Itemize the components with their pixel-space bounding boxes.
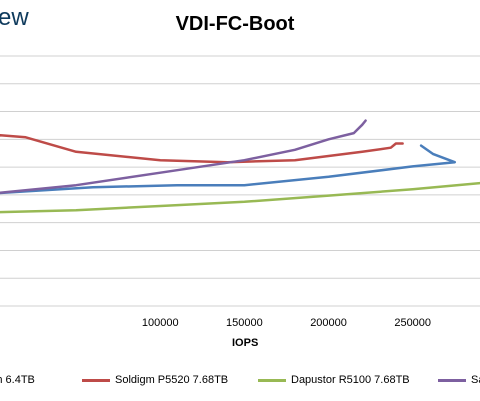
legend-swatch (438, 378, 466, 382)
chart-title: VDI-FC-Boot (175, 13, 295, 35)
series-lines (0, 119, 480, 214)
legend-label: Soldigm P5520 7.68TB (115, 374, 229, 386)
series-line-2 (0, 181, 480, 214)
brand-logo-text: ew (0, 4, 29, 31)
legend-item: Soldigm P5520 7.68TB (82, 373, 228, 387)
legend-swatch (258, 378, 286, 382)
legend-item: Dapustor R5100 7.68TB (258, 373, 410, 387)
gridlines (0, 55, 480, 307)
legend-label: Sa (471, 374, 480, 386)
legend-item: Sa (438, 373, 480, 387)
series-line-0 (0, 144, 457, 195)
series-line-3 (0, 119, 367, 194)
legend-item: 550h 6.4TB (0, 373, 35, 387)
x-tick-label: 200000 (310, 317, 347, 329)
x-axis-label: IOPS (232, 337, 259, 349)
legend-label: Dapustor R5100 7.68TB (291, 374, 410, 386)
x-tick-label: 150000 (226, 317, 263, 329)
legend-label: 550h 6.4TB (0, 374, 35, 386)
x-tick-label: 100000 (141, 317, 179, 329)
x-tick-label: 250000 (394, 317, 432, 329)
legend-swatch (82, 378, 110, 382)
